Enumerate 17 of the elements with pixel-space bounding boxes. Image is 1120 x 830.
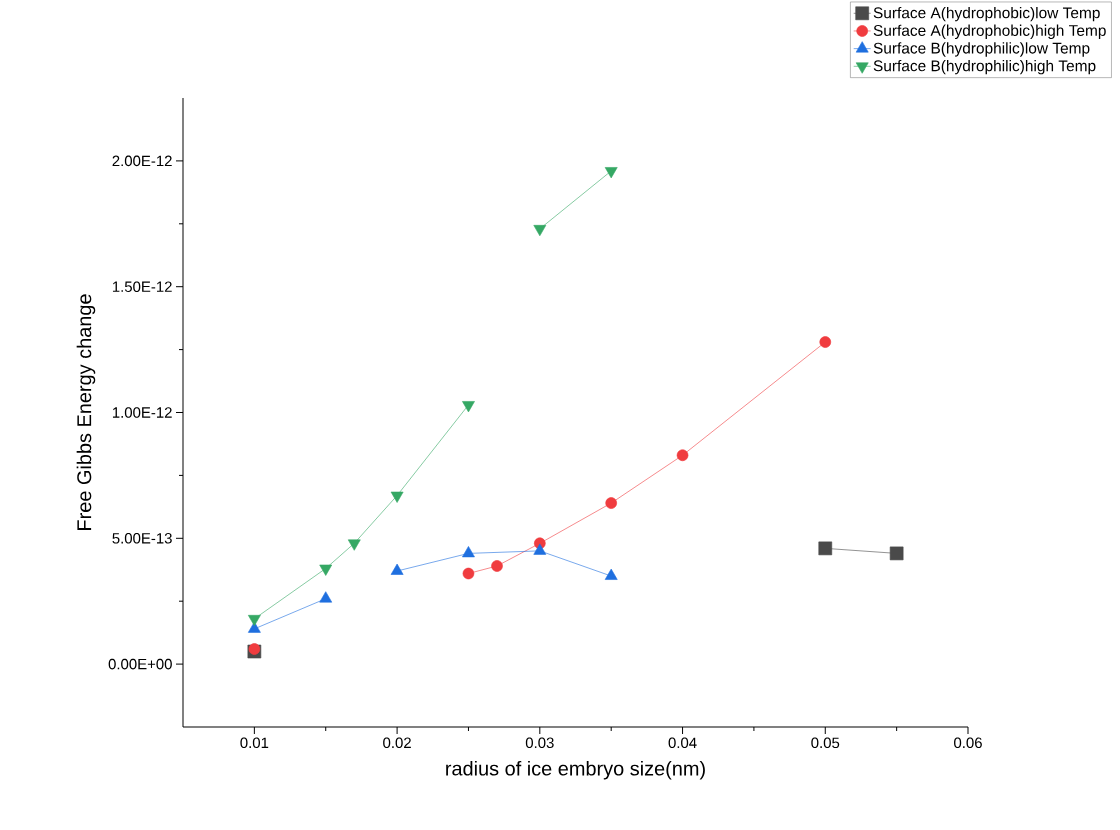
x-tick-label: 0.01 [240, 737, 269, 749]
x-tick-label: 0.06 [954, 737, 982, 749]
x-axis-title: radius of ice embryo size(nm) [446, 760, 705, 780]
y-axis-title: Free Gibbs Energy change [76, 294, 96, 530]
y-tick-label: 1.50E-12 [112, 281, 172, 292]
y-tick-label: 1.00E-12 [112, 407, 172, 418]
y-tick-label: 2.00E-12 [112, 155, 172, 167]
x-tick-label: 0.04 [668, 737, 697, 749]
legend-label: Surface A(hydrophobic)low Temp [873, 6, 1100, 22]
legend-label: Surface A(hydrophobic)high Temp [873, 24, 1106, 40]
y-tick-label: 0.00E+00 [108, 658, 172, 670]
x-tick-label: 0.03 [525, 737, 554, 749]
y-tick-label: 5.00E-13 [112, 533, 172, 544]
x-tick-label: 0.05 [811, 737, 840, 749]
x-tick-label: 0.02 [383, 737, 411, 749]
legend-label: Surface B(hydrophilic)low Temp [873, 42, 1090, 57]
legend-label: Surface B(hydrophilic)high Temp [873, 59, 1096, 75]
